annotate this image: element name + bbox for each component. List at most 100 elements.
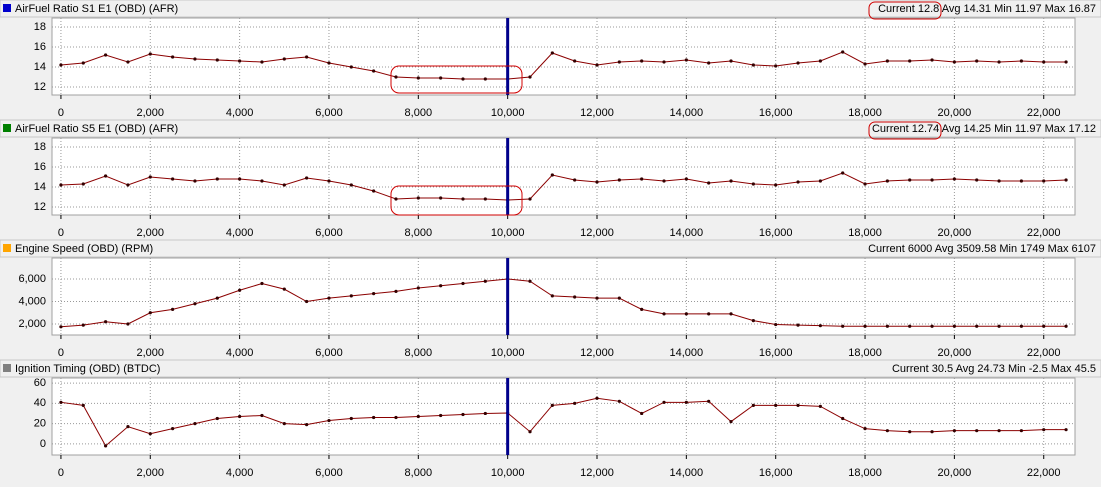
y-tick-label: 16: [34, 161, 46, 173]
data-point: [193, 302, 197, 306]
plot-area: [51, 137, 1076, 216]
x-tick-label: 0: [58, 347, 64, 359]
data-point: [573, 295, 577, 299]
x-tick-label: 6,000: [315, 347, 343, 359]
data-point: [1019, 324, 1023, 328]
data-point: [640, 59, 644, 63]
x-tick-label: 2,000: [137, 107, 165, 119]
data-point: [528, 75, 532, 79]
data-point: [59, 400, 63, 404]
legend-swatch: [3, 124, 11, 132]
data-point: [662, 60, 666, 64]
data-point: [260, 413, 264, 418]
plot-area: [51, 377, 1076, 456]
data-point: [885, 59, 889, 63]
data-point: [908, 324, 912, 328]
data-point: [349, 183, 353, 187]
x-tick-label: 18,000: [848, 467, 882, 479]
panel-header: [0, 239, 1101, 258]
data-point: [349, 294, 353, 298]
data-point: [439, 196, 443, 200]
x-tick-label: 8,000: [405, 227, 433, 239]
data-point: [104, 174, 108, 178]
data-point: [327, 296, 331, 300]
data-point: [372, 189, 376, 193]
data-point: [394, 289, 398, 293]
x-tick-label: 14,000: [670, 107, 704, 119]
data-point: [930, 178, 934, 182]
data-point: [327, 418, 331, 423]
panel-header: [0, 359, 1101, 378]
data-point: [528, 430, 532, 434]
y-tick-label: 12: [34, 201, 46, 213]
data-point: [483, 279, 487, 283]
data-point: [550, 173, 554, 177]
data-point: [416, 196, 420, 200]
data-point: [975, 59, 979, 63]
data-point: [796, 323, 800, 327]
data-point: [908, 430, 912, 434]
data-point: [662, 400, 666, 404]
data-point: [1064, 60, 1068, 64]
x-tick-label: 18,000: [848, 107, 882, 119]
data-point: [305, 55, 309, 59]
data-point: [751, 63, 755, 67]
data-point: [416, 414, 420, 419]
data-point: [729, 179, 733, 183]
data-point: [305, 176, 309, 180]
data-point: [640, 177, 644, 181]
data-point: [751, 319, 755, 323]
data-point: [550, 403, 554, 407]
x-tick-label: 0: [58, 107, 64, 119]
data-point: [707, 399, 711, 403]
data-point: [81, 61, 85, 65]
data-point: [349, 65, 353, 69]
data-point: [818, 179, 822, 183]
data-point: [260, 179, 264, 183]
annotation-box: [390, 185, 523, 216]
data-point: [59, 183, 63, 187]
data-point: [461, 197, 465, 201]
panel-stats: Current 30.5 Avg 24.73 Min -2.5 Max 45.5: [892, 363, 1096, 375]
data-point: [327, 61, 331, 65]
x-tick-label: 0: [58, 467, 64, 479]
data-point: [975, 429, 979, 433]
data-point: [707, 181, 711, 185]
x-tick-label: 20,000: [938, 107, 972, 119]
data-point: [372, 69, 376, 73]
data-point: [774, 183, 778, 187]
data-point: [104, 444, 108, 448]
data-point: [215, 296, 219, 300]
data-point: [818, 404, 822, 408]
data-point: [617, 399, 621, 403]
data-point: [617, 60, 621, 64]
panel-title: AirFuel Ratio S1 E1 (OBD) (AFR): [15, 3, 178, 15]
data-point: [841, 50, 845, 54]
data-point: [573, 401, 577, 405]
data-point: [751, 182, 755, 186]
data-point: [774, 322, 778, 327]
data-point: [81, 182, 85, 186]
y-tick-label: 12: [34, 81, 46, 93]
data-point: [126, 183, 130, 187]
data-point: [461, 77, 465, 81]
annotation-box: [390, 65, 523, 94]
y-tick-label: 14: [34, 181, 46, 193]
panel-header: [0, 0, 1101, 18]
data-point: [930, 58, 934, 62]
data-point: [483, 197, 487, 201]
data-point: [126, 425, 130, 429]
data-point: [439, 284, 443, 288]
data-point: [349, 416, 353, 421]
data-point: [238, 59, 242, 63]
x-tick-label: 22,000: [1027, 227, 1061, 239]
x-tick-label: 10,000: [491, 107, 525, 119]
data-point: [483, 77, 487, 81]
data-point: [439, 76, 443, 80]
x-tick-label: 2,000: [137, 227, 165, 239]
y-tick-label: 14: [34, 61, 46, 73]
data-point: [528, 197, 532, 201]
data-point: [461, 412, 465, 417]
data-point: [394, 75, 398, 79]
